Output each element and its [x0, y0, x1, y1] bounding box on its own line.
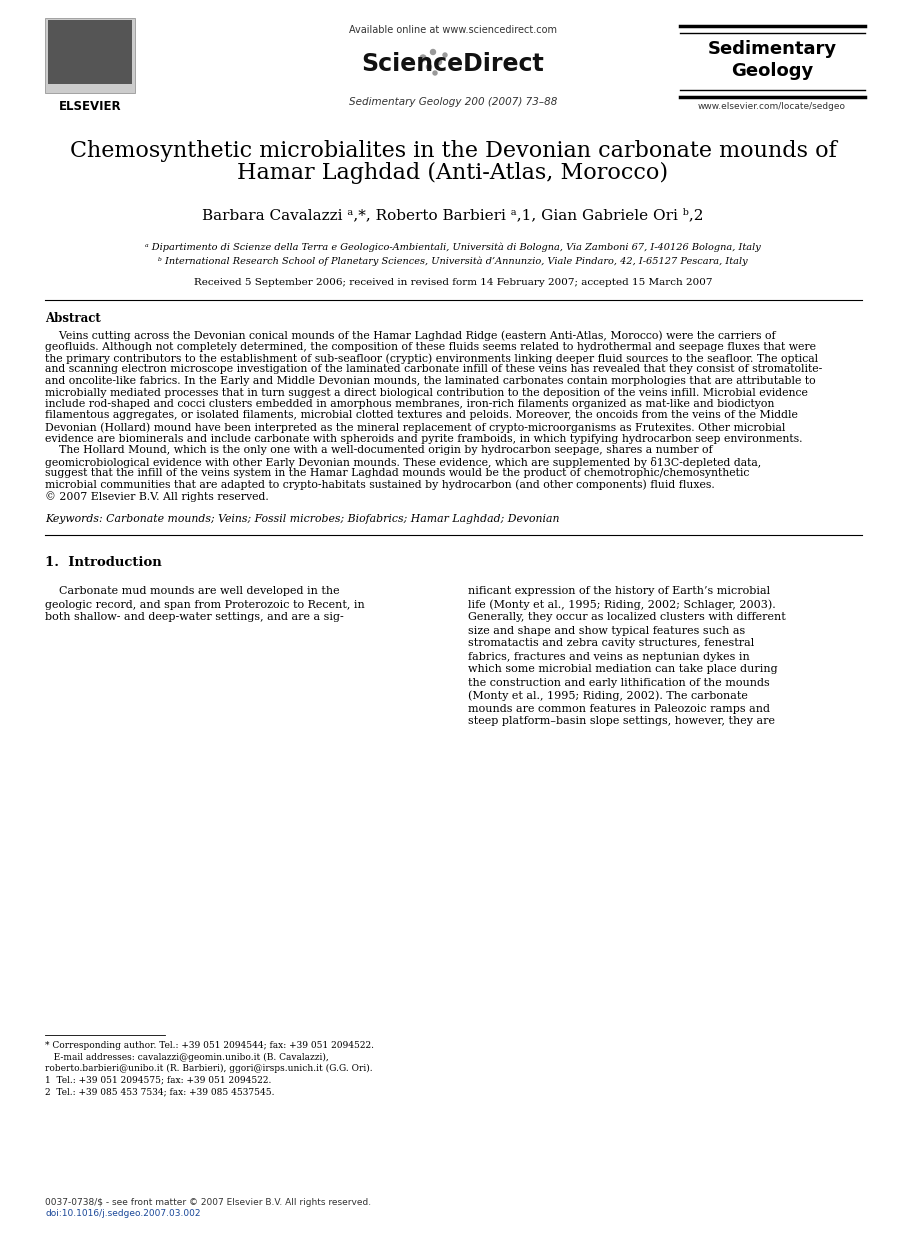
Text: suggest that the infill of the veins system in the Hamar Laghdad mounds would be: suggest that the infill of the veins sys… [45, 468, 749, 478]
Text: 1  Tel.: +39 051 2094575; fax: +39 051 2094522.: 1 Tel.: +39 051 2094575; fax: +39 051 20… [45, 1076, 271, 1084]
Circle shape [436, 59, 442, 64]
Text: doi:10.1016/j.sedgeo.2007.03.002: doi:10.1016/j.sedgeo.2007.03.002 [45, 1210, 200, 1218]
Text: Sedimentary
Geology: Sedimentary Geology [707, 40, 836, 80]
Text: and oncolite-like fabrics. In the Early and Middle Devonian mounds, the laminate: and oncolite-like fabrics. In the Early … [45, 376, 815, 386]
Text: nificant expression of the history of Earth’s microbial: nificant expression of the history of Ea… [468, 587, 770, 597]
Text: Sedimentary Geology 200 (2007) 73–88: Sedimentary Geology 200 (2007) 73–88 [349, 97, 557, 106]
Circle shape [431, 50, 435, 54]
Text: Devonian (Hollard) mound have been interpreted as the mineral replacement of cry: Devonian (Hollard) mound have been inter… [45, 422, 785, 432]
Text: Available online at www.sciencedirect.com: Available online at www.sciencedirect.co… [349, 25, 557, 35]
Text: filamentous aggregates, or isolated filaments, microbial clotted textures and pe: filamentous aggregates, or isolated fila… [45, 411, 798, 421]
Text: geomicrobiological evidence with other Early Devonian mounds. These evidence, wh: geomicrobiological evidence with other E… [45, 457, 761, 468]
Text: ᵇ International Research School of Planetary Sciences, Università d’Annunzio, Vi: ᵇ International Research School of Plane… [158, 256, 747, 265]
Text: 1.  Introduction: 1. Introduction [45, 557, 161, 569]
Text: (Monty et al., 1995; Riding, 2002). The carbonate: (Monty et al., 1995; Riding, 2002). The … [468, 691, 748, 701]
Text: steep platform–basin slope settings, however, they are: steep platform–basin slope settings, how… [468, 717, 775, 727]
Text: size and shape and show typical features such as: size and shape and show typical features… [468, 625, 746, 635]
Text: 2  Tel.: +39 085 453 7534; fax: +39 085 4537545.: 2 Tel.: +39 085 453 7534; fax: +39 085 4… [45, 1087, 275, 1096]
Text: the primary contributors to the establishment of sub-seafloor (cryptic) environm: the primary contributors to the establis… [45, 353, 818, 364]
Text: stromatactis and zebra cavity structures, fenestral: stromatactis and zebra cavity structures… [468, 639, 755, 649]
Text: roberto.barbieri@unibo.it (R. Barbieri), ggori@irsps.unich.it (G.G. Ori).: roberto.barbieri@unibo.it (R. Barbieri),… [45, 1063, 373, 1073]
Text: the construction and early lithification of the mounds: the construction and early lithification… [468, 677, 770, 687]
Text: microbial communities that are adapted to crypto-habitats sustained by hydrocarb: microbial communities that are adapted t… [45, 479, 715, 490]
Text: * Corresponding author. Tel.: +39 051 2094544; fax: +39 051 2094522.: * Corresponding author. Tel.: +39 051 20… [45, 1041, 374, 1050]
Text: both shallow- and deep-water settings, and are a sig-: both shallow- and deep-water settings, a… [45, 613, 344, 623]
Text: www.elsevier.com/locate/sedgeo: www.elsevier.com/locate/sedgeo [698, 102, 846, 111]
Text: The Hollard Mound, which is the only one with a well-documented origin by hydroc: The Hollard Mound, which is the only one… [45, 444, 713, 456]
Text: Abstract: Abstract [45, 312, 101, 326]
Text: mounds are common features in Paleozoic ramps and: mounds are common features in Paleozoic … [468, 703, 770, 713]
Text: geofluids. Although not completely determined, the composition of these fluids s: geofluids. Although not completely deter… [45, 342, 816, 352]
Text: ᵃ Dipartimento di Scienze della Terra e Geologico-Ambientali, Università di Bolo: ᵃ Dipartimento di Scienze della Terra e … [145, 241, 761, 251]
Text: Carbonate mud mounds are well developed in the: Carbonate mud mounds are well developed … [45, 587, 339, 597]
Text: which some microbial mediation can take place during: which some microbial mediation can take … [468, 665, 777, 675]
Text: fabrics, fractures and veins as neptunian dykes in: fabrics, fractures and veins as neptunia… [468, 651, 750, 661]
Circle shape [426, 64, 432, 69]
Text: Hamar Laghdad (Anti-Atlas, Morocco): Hamar Laghdad (Anti-Atlas, Morocco) [238, 162, 668, 184]
Text: Generally, they occur as localized clusters with different: Generally, they occur as localized clust… [468, 613, 785, 623]
Text: microbially mediated processes that in turn suggest a direct biological contribu: microbially mediated processes that in t… [45, 387, 808, 397]
Text: ScienceDirect: ScienceDirect [362, 52, 544, 76]
Text: evidence are biominerals and include carbonate with spheroids and pyrite framboi: evidence are biominerals and include car… [45, 433, 803, 443]
Text: © 2007 Elsevier B.V. All rights reserved.: © 2007 Elsevier B.V. All rights reserved… [45, 491, 268, 501]
Text: ELSEVIER: ELSEVIER [59, 100, 122, 113]
Bar [45, 19, 135, 93]
Text: and scanning electron microscope investigation of the laminated carbonate infill: and scanning electron microscope investi… [45, 364, 823, 375]
Text: Chemosynthetic microbialites in the Devonian carbonate mounds of: Chemosynthetic microbialites in the Devo… [70, 140, 836, 162]
Text: include rod-shaped and cocci clusters embedded in amorphous membranes, iron-rich: include rod-shaped and cocci clusters em… [45, 399, 775, 409]
Text: Veins cutting across the Devonian conical mounds of the Hamar Laghdad Ridge (eas: Veins cutting across the Devonian conica… [45, 331, 775, 340]
Circle shape [443, 53, 447, 57]
Text: Keywords: Carbonate mounds; Veins; Fossil microbes; Biofabrics; Hamar Laghdad; D: Keywords: Carbonate mounds; Veins; Fossi… [45, 515, 560, 525]
Text: 0037-0738/$ - see front matter © 2007 Elsevier B.V. All rights reserved.: 0037-0738/$ - see front matter © 2007 El… [45, 1198, 371, 1207]
Text: E-mail addresses: cavalazzi@geomin.unibo.it (B. Cavalazzi),: E-mail addresses: cavalazzi@geomin.unibo… [45, 1052, 328, 1062]
Text: life (Monty et al., 1995; Riding, 2002; Schlager, 2003).: life (Monty et al., 1995; Riding, 2002; … [468, 599, 775, 610]
Circle shape [433, 71, 437, 76]
Text: geologic record, and span from Proterozoic to Recent, in: geologic record, and span from Proterozo… [45, 599, 365, 609]
Circle shape [420, 54, 426, 61]
Text: Barbara Cavalazzi ᵃ,*, Roberto Barbieri ᵃ,1, Gian Gabriele Ori ᵇ,2: Barbara Cavalazzi ᵃ,*, Roberto Barbieri … [202, 208, 704, 222]
Bar [48, 20, 132, 84]
Text: Received 5 September 2006; received in revised form 14 February 2007; accepted 1: Received 5 September 2006; received in r… [194, 279, 712, 287]
